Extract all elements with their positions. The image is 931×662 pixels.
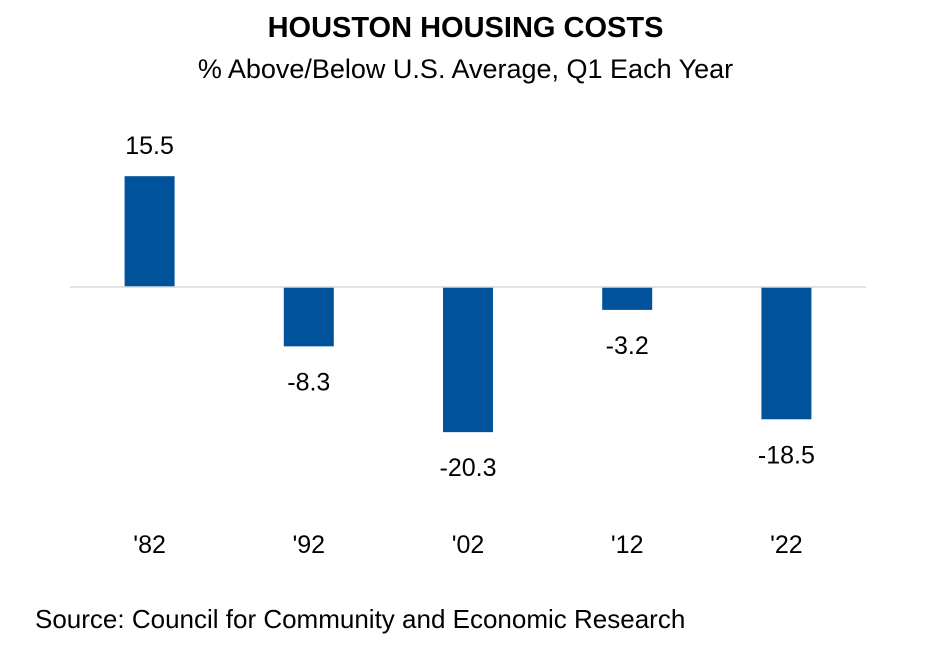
data-label: -20.3 [440,454,497,482]
x-tick-label: '92 [293,531,326,559]
data-label: 15.5 [125,132,174,160]
chart-subtitle: % Above/Below U.S. Average, Q1 Each Year [197,54,734,84]
chart-title: HOUSTON HOUSING COSTS [267,12,664,44]
bar [443,287,493,433]
x-tick-label: '02 [452,531,485,559]
bar [124,176,175,287]
source-note: Source: Council for Community and Econom… [35,604,686,634]
bar [761,287,812,420]
data-label: -8.3 [287,368,330,396]
x-tick-label: '82 [133,531,166,559]
x-tick-label: '22 [770,531,803,559]
data-label: -18.5 [758,441,815,469]
bar [283,287,334,347]
data-label: -3.2 [606,332,649,360]
x-tick-label: '12 [611,531,644,559]
bar [602,287,653,310]
